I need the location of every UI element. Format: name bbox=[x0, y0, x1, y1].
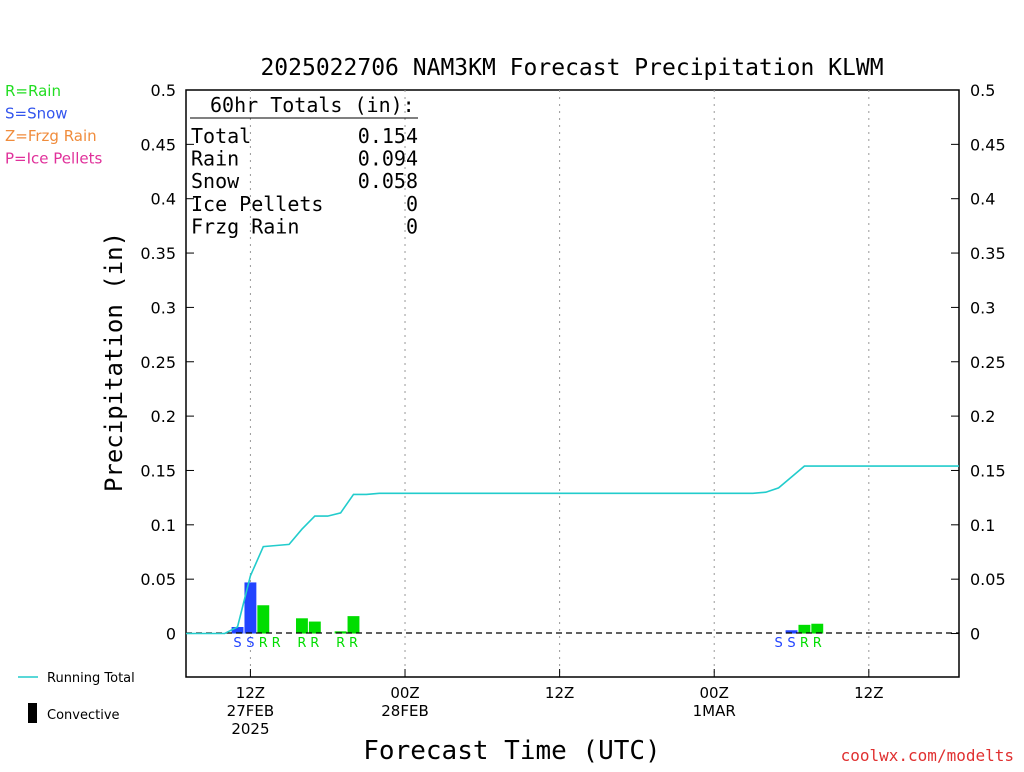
y-tick-label-right: 0.45 bbox=[970, 135, 1006, 154]
precip-type-legend-item: P=Ice Pellets bbox=[5, 150, 102, 168]
y-tick-label-right: 0.5 bbox=[970, 81, 995, 100]
precip-bar bbox=[798, 624, 811, 634]
y-tick-label-right: 0.3 bbox=[970, 298, 995, 317]
precip-type-letter: R bbox=[259, 636, 268, 651]
y-tick-label-left: 0.5 bbox=[151, 81, 176, 100]
precip-bars bbox=[231, 582, 824, 634]
precip-type-legend-item: R=Rain bbox=[5, 82, 61, 100]
totals-box: 60hr Totals (in): Total 0.154 Rain 0.094 Snow… bbox=[190, 93, 418, 238]
y-tick-label-right: 0.25 bbox=[970, 353, 1006, 372]
precip-type-letter: R bbox=[813, 636, 822, 651]
y-tick-label-left: 0.4 bbox=[151, 190, 176, 209]
precip-bar bbox=[308, 621, 321, 634]
precip-type-legend-item: S=Snow bbox=[5, 105, 68, 123]
totals-row-value: 0 bbox=[406, 214, 418, 238]
x-tick-label: 12Z bbox=[545, 684, 574, 702]
precip-bar bbox=[785, 630, 798, 634]
x-tick-label: 27FEB bbox=[227, 702, 274, 720]
y-tick-label-left: 0.35 bbox=[140, 244, 176, 263]
convective-legend-swatch bbox=[28, 703, 37, 723]
footer-credit: coolwx.com/modelts bbox=[841, 746, 1014, 765]
x-tick-label: 12Z bbox=[236, 684, 265, 702]
x-tick-label: 28FEB bbox=[381, 702, 428, 720]
precip-type-legend: R=Rain S=Snow Z=Frzg Rain P=Ice Pellets bbox=[5, 82, 102, 168]
totals-row-value: 0 bbox=[406, 192, 418, 216]
precip-bar bbox=[231, 626, 244, 634]
precip-bar bbox=[244, 582, 257, 634]
y-tick-label-right: 0.35 bbox=[970, 244, 1006, 263]
precip-type-letter: R bbox=[800, 636, 809, 651]
x-tick-label: 2025 bbox=[231, 720, 269, 738]
precip-bar bbox=[347, 616, 360, 634]
y-tick-label-right: 0.05 bbox=[970, 570, 1006, 589]
x-tick-label: 12Z bbox=[854, 684, 883, 702]
x-tick-label: 1MAR bbox=[693, 702, 736, 720]
precip-type-legend-item: Z=Frzg Rain bbox=[5, 127, 97, 145]
y-tick-label-left: 0.3 bbox=[151, 298, 176, 317]
running-total-line bbox=[186, 465, 959, 635]
plot-frame bbox=[185, 89, 960, 678]
running-total-legend-label: Running Total bbox=[47, 671, 135, 686]
precip-type-letter: S bbox=[787, 636, 795, 651]
y-tick-label-right: 0.2 bbox=[970, 407, 995, 426]
precip-type-letter: R bbox=[297, 636, 306, 651]
totals-row-label: Snow bbox=[191, 169, 240, 193]
y-tick-label-left: 0.05 bbox=[140, 570, 176, 589]
precip-type-letter: R bbox=[310, 636, 319, 651]
totals-row-label: Rain bbox=[191, 147, 239, 171]
totals-row-label: Frzg Rain bbox=[191, 214, 299, 238]
totals-row-label: Total bbox=[191, 124, 251, 148]
precip-type-letter: R bbox=[336, 636, 345, 651]
y-axis-ticks: 0 00.05 0.050.1 0.10.15 0.150.2 0.20.25 0.250.… bbox=[140, 81, 1005, 644]
y-tick-label-right: 0.4 bbox=[970, 190, 995, 209]
y-tick-label-left: 0.2 bbox=[151, 407, 176, 426]
totals-row-label: Ice Pellets bbox=[191, 192, 323, 216]
y-tick-label-left: 0.25 bbox=[140, 353, 176, 372]
chart-title: 2025022706 NAM3KM Forecast Precipitation… bbox=[260, 55, 883, 81]
y-tick-label-left: 0.1 bbox=[151, 516, 176, 535]
time-gridlines bbox=[249, 90, 870, 677]
precip-type-letter: S bbox=[775, 636, 783, 651]
precip-type-letter: S bbox=[246, 636, 254, 651]
y-axis-label: Precipitation (in) bbox=[100, 232, 128, 492]
y-tick-label-right: 0.1 bbox=[970, 516, 995, 535]
y-tick-label-left: 0.45 bbox=[140, 135, 176, 154]
totals-row-value: 0.154 bbox=[358, 124, 418, 148]
precip-bar bbox=[811, 623, 824, 634]
precip-type-letter: S bbox=[233, 636, 241, 651]
y-tick-label-left: 0.15 bbox=[140, 461, 176, 480]
x-axis-label: Forecast Time (UTC) bbox=[363, 736, 660, 766]
convective-legend-label: Convective bbox=[47, 708, 120, 723]
precip-type-letter: R bbox=[272, 636, 281, 651]
precip-bar bbox=[296, 618, 308, 634]
precip-bar bbox=[257, 605, 270, 634]
y-tick-label-right: 0 bbox=[970, 625, 980, 644]
totals-row-value: 0.094 bbox=[358, 147, 418, 171]
totals-header: 60hr Totals (in): bbox=[210, 93, 415, 117]
x-tick-label: 00Z bbox=[700, 684, 729, 702]
x-tick-label: 00Z bbox=[390, 684, 419, 702]
y-tick-label-left: 0 bbox=[166, 625, 176, 644]
totals-row-value: 0.058 bbox=[358, 169, 418, 193]
precip-type-letter: R bbox=[349, 636, 358, 651]
y-tick-label-right: 0.15 bbox=[970, 461, 1006, 480]
